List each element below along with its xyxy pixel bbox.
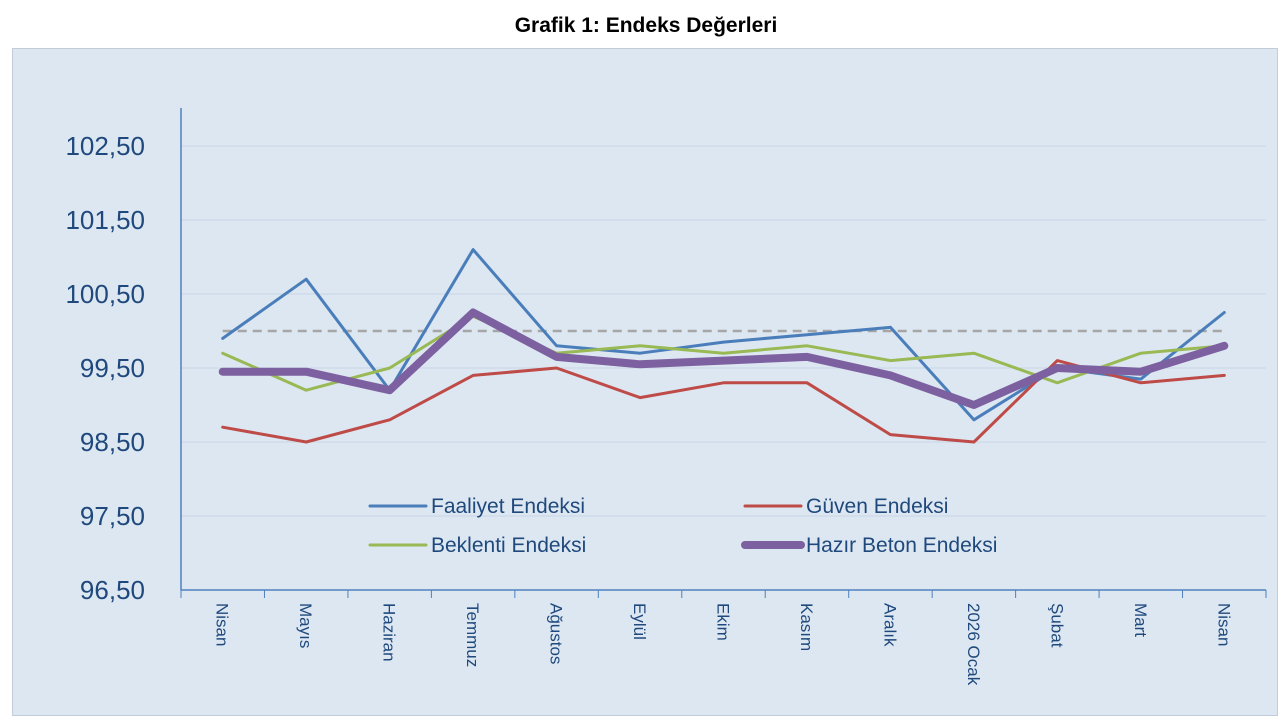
x-tick-label: Kasım <box>797 603 816 651</box>
axes <box>180 108 1267 598</box>
x-tick-label: Mayıs <box>296 603 315 648</box>
legend: Faaliyet Endeksi Güven Endeksi Beklenti En… <box>368 495 997 557</box>
legend-label: Beklenti Endeksi <box>431 534 586 557</box>
x-tick-label: Eylül <box>630 603 649 640</box>
y-tick-label: 100,50 <box>65 279 145 309</box>
tick-labels: 96,50 97,50 98,50 99,50 100,50 101,50 102,50 Ni… <box>65 131 1233 686</box>
y-tick-label: 102,50 <box>65 131 145 161</box>
x-tick-label: Şubat <box>1047 603 1066 648</box>
legend-label: Hazır Beton Endeksi <box>806 534 997 557</box>
y-tick-label: 98,50 <box>80 427 145 457</box>
x-tick-label: Temmuz <box>463 603 482 667</box>
series-line-2 <box>221 359 1226 444</box>
x-tick-label: Ekim <box>714 603 733 641</box>
y-tick-label: 96,50 <box>80 575 145 605</box>
x-tick-label: Ağustos <box>547 603 566 664</box>
x-tick-label: Mart <box>1131 603 1150 637</box>
legend-label: Güven Endeksi <box>806 495 948 518</box>
legend-label: Faaliyet Endeksi <box>431 495 585 518</box>
series-line-4 <box>218 308 1229 409</box>
x-tick-label: Nisan <box>213 603 232 646</box>
plot-area <box>12 48 1278 716</box>
series-line-3 <box>221 314 1226 392</box>
x-tick-label: Nisan <box>1214 603 1233 646</box>
x-tick-label: Aralık <box>880 603 899 647</box>
series-layer <box>218 248 1229 444</box>
y-tick-label: 99,50 <box>80 353 145 383</box>
x-tick-label: Haziran <box>380 603 399 662</box>
y-tick-label: 101,50 <box>65 205 145 235</box>
series-line-1 <box>221 248 1226 422</box>
y-tick-label: 97,50 <box>80 501 145 531</box>
chart-title: Grafik 1: Endeks Değerleri <box>514 14 778 37</box>
x-tick-label: 2026 Ocak <box>964 603 983 686</box>
